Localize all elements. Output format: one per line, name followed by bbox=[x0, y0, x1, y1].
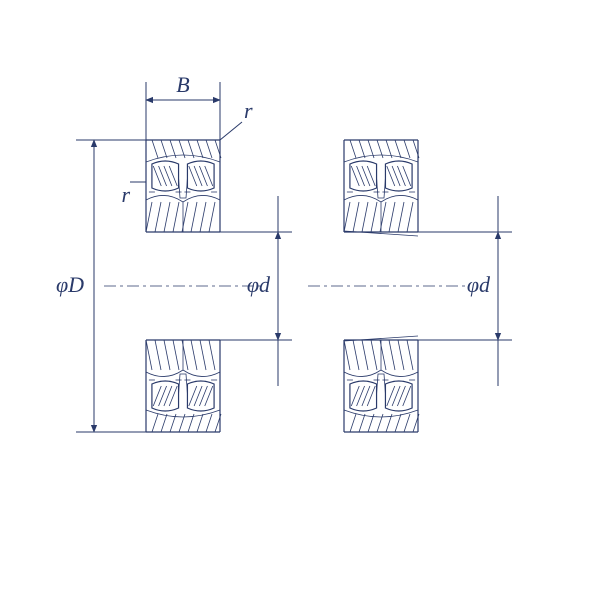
label-phiD: φD bbox=[56, 272, 84, 297]
drawing-root: Br r φD φd φd bbox=[56, 72, 512, 432]
label-r-left: r bbox=[121, 182, 130, 207]
label-phid-left: φd bbox=[247, 272, 271, 297]
label-B: B bbox=[176, 72, 189, 97]
label-r-top: r bbox=[244, 98, 253, 123]
label-phid-right: φd bbox=[467, 272, 491, 297]
bearing-diagram: Br r φD φd φd bbox=[0, 0, 600, 600]
